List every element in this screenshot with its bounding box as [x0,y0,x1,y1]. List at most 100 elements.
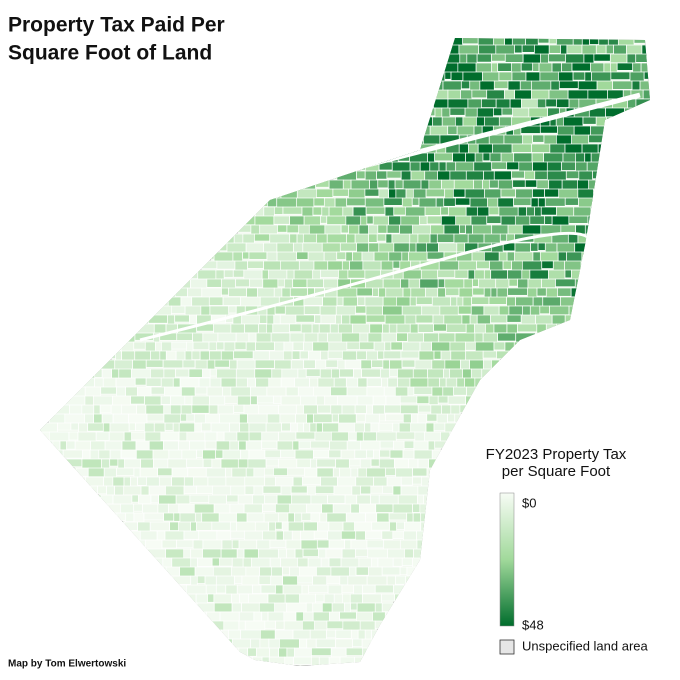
parcel [548,53,566,63]
parcel [610,620,629,633]
parcel [122,602,141,613]
parcel [395,116,410,128]
parcel [131,584,147,596]
parcel [150,602,168,612]
parcel [623,260,634,269]
parcel [523,377,540,390]
parcel [490,413,505,425]
parcel [86,179,98,193]
parcel [330,98,348,107]
parcel [90,584,108,598]
parcel [40,350,54,364]
parcel [318,656,330,666]
parcel [476,260,490,270]
parcel [487,647,501,661]
parcel [403,143,413,155]
parcel [123,521,138,531]
parcel [52,224,65,235]
parcel [145,638,154,649]
parcel [56,233,77,246]
parcel [343,665,356,666]
parcel [138,188,147,203]
parcel [357,71,378,82]
parcel [444,359,461,370]
parcel [594,233,606,242]
parcel [223,38,236,50]
parcel [40,413,50,422]
parcel [552,395,573,409]
parcel [485,377,504,390]
parcel [415,296,433,305]
parcel [198,260,218,270]
parcel [277,548,287,559]
parcel [149,665,159,666]
parcel [433,323,447,332]
parcel [293,656,312,665]
parcel [551,485,567,495]
parcel [529,269,549,281]
parcel [468,665,483,666]
parcel [516,656,537,666]
parcel [138,224,158,238]
parcel [136,179,145,188]
parcel [211,62,233,75]
parcel [446,440,460,451]
parcel [370,494,380,505]
parcel [395,575,406,585]
parcel [145,377,162,387]
parcel [476,107,494,119]
parcel [55,638,73,652]
parcel [592,170,609,180]
parcel [404,71,414,83]
parcel [40,251,58,263]
parcel [140,485,150,496]
parcel [55,584,65,595]
parcel [592,377,600,391]
parcel [111,305,120,314]
parcel [483,305,500,316]
parcel [66,485,85,495]
parcel [204,440,217,450]
parcel [536,287,547,297]
parcel [101,638,114,649]
parcel [386,476,402,488]
parcel [643,251,650,262]
parcel [382,620,392,632]
parcel [181,206,191,218]
parcel [513,539,521,552]
parcel [222,44,240,54]
parcel [449,170,467,181]
parcel [561,413,576,425]
parcel [413,593,427,604]
parcel [388,629,397,642]
parcel [162,143,173,154]
parcel [215,449,224,459]
parcel [402,413,412,424]
parcel [570,656,579,666]
parcel [295,152,309,162]
parcel [40,494,51,508]
parcel [443,368,450,380]
parcel [133,503,143,512]
parcel [275,521,283,530]
parcel [511,143,532,153]
parcel [545,656,563,666]
parcel [302,548,319,557]
parcel [47,476,66,490]
parcel [67,557,82,571]
parcel [412,71,430,82]
parcel [455,422,475,435]
parcel [534,170,548,180]
parcel [378,143,389,157]
parcel [94,89,105,100]
parcel [164,611,179,626]
parcel [116,467,135,477]
parcel [313,530,328,540]
parcel [52,80,60,93]
parcel [457,620,470,629]
parcel [629,296,639,308]
parcel [631,80,641,91]
parcel [128,116,144,125]
parcel [303,341,314,352]
parcel [283,116,292,128]
